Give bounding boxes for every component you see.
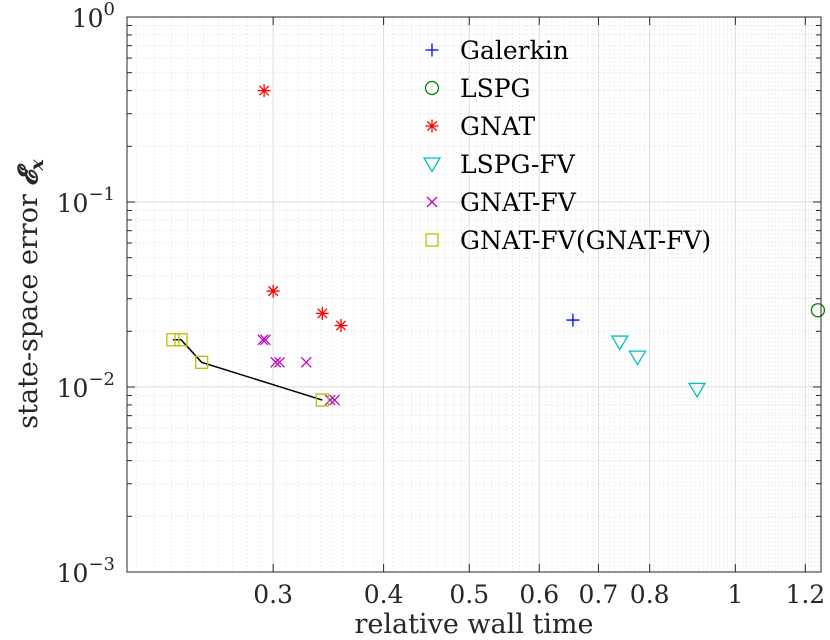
series-gnat-fv-gnat-fv [166,333,329,407]
y-tick-label: 100 [72,0,115,33]
y-tick-label-exponent: −3 [88,554,115,575]
legend-label: GNAT-FV [460,188,577,217]
y-tick-label: 10−2 [57,369,115,403]
legend-marker [425,43,439,57]
y-tick-label: 10−3 [57,554,115,588]
legend-item: LSPG [424,74,531,103]
data-markers [166,84,826,407]
legend-label: GNAT-FV(GNAT-FV) [460,226,711,255]
data-point [687,382,707,399]
data-point [628,350,647,366]
data-point [566,313,580,327]
legend-marker [424,80,440,96]
y-axis-label-subscript: x [26,159,48,172]
legend-marker [425,119,439,133]
data-point [166,333,180,347]
legend-item: GNAT [425,112,536,141]
legend-item: GNAT-FV(GNAT-FV) [425,226,711,255]
data-point [259,334,271,346]
legend-item: LSPG-FV [422,150,576,179]
data-point [329,394,340,406]
data-point [266,284,280,298]
legend-item: Galerkin [425,36,569,65]
y-tick-label-base: 10 [57,559,89,588]
legend-item: GNAT-FV [426,188,577,217]
legend-label: LSPG-FV [460,150,576,179]
data-point [257,334,269,346]
pareto-front-line [172,339,323,401]
axis-ticks [127,16,821,573]
y-axis-label: state-space error𝓔x [13,159,48,429]
legend-marker [425,233,439,247]
y-tick-label-exponent: 0 [104,0,115,20]
y-axis-label-text: state-space error [13,194,44,429]
y-tick-label-base: 10 [57,374,89,403]
legend-marker [426,196,438,208]
series-gnat [257,84,348,332]
series-lspg-fv [610,335,707,399]
plot-frame [126,16,822,573]
data-point [315,393,329,407]
y-tick-label-base: 10 [57,189,89,218]
y-tick-label: 10−1 [57,184,115,218]
pareto-front [172,339,323,401]
data-point [274,356,285,368]
x-tick-label: 0.8 [630,580,670,609]
y-tick-label-base: 10 [72,4,104,33]
legend-label: GNAT [460,112,536,141]
x-tick-label: 0.5 [449,580,489,609]
x-tick-label: 1 [727,580,743,609]
data-point [194,355,209,369]
plot-area-background [127,17,821,572]
data-point [334,318,348,332]
data-point [810,303,826,318]
series-galerkin [566,313,580,327]
y-tick-label-exponent: −2 [88,369,115,390]
legend-label: Galerkin [460,36,569,65]
x-tick-label: 0.7 [579,580,619,609]
series-lspg [810,303,826,318]
data-point [315,306,329,320]
data-point [174,333,188,347]
legend: Galerkin LSPG GNAT LSPG-FV GNAT-FV GNAT-FV(GN… [422,36,711,255]
x-tick-label: 1.2 [785,580,825,609]
data-point [300,356,312,368]
x-tick-label: 0.4 [364,580,404,609]
data-point [257,84,271,98]
data-point [270,356,282,368]
series-gnat-fv [257,334,340,406]
legend-label: LSPG [460,74,531,103]
data-point [610,335,629,351]
x-tick-label: 0.3 [253,580,293,609]
y-tick-label-exponent: −1 [88,184,115,205]
data-point [324,394,336,406]
x-tick-labels: 0.3 0.4 0.5 0.6 0.7 0.8 1 1.2 [253,580,825,609]
legend-marker [422,157,442,173]
x-tick-label: 0.6 [519,580,559,609]
x-axis-label: relative wall time [354,609,593,640]
